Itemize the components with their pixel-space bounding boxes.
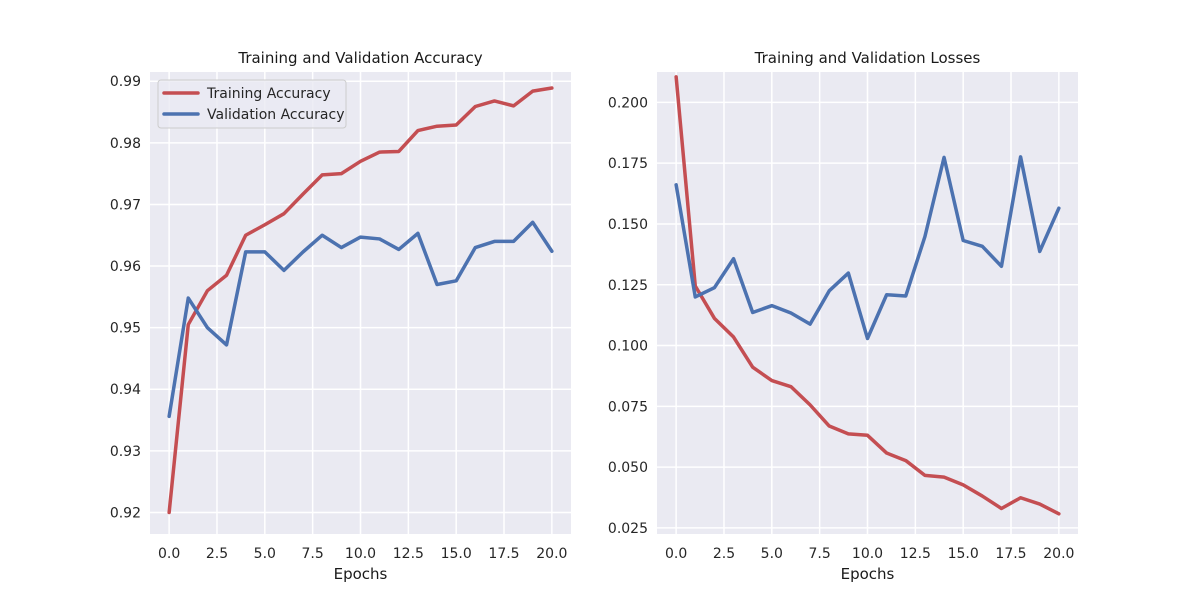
x-tick-label: 7.5: [302, 546, 324, 562]
x-tick-label: 0.0: [665, 546, 687, 562]
y-tick-label: 0.92: [110, 505, 141, 521]
x-tick-label: 15.0: [441, 546, 472, 562]
chart-panel-1: 0.0 2.5 5.0 7.5 10.0 12.5 15.0 17.5 20.0 0.92 0.93…: [110, 49, 571, 583]
chart-title: Training and Validation Losses: [754, 49, 981, 67]
x-tick-label: 20.0: [536, 546, 567, 562]
x-tick-label: 0.0: [158, 546, 180, 562]
legend-label: Training Accuracy: [206, 86, 331, 102]
x-tick-label: 15.0: [948, 546, 979, 562]
y-tick-label: 0.150: [608, 217, 648, 233]
x-axis-label: Epochs: [334, 565, 388, 583]
x-tick-label: 5.0: [254, 546, 276, 562]
y-tick-label: 0.050: [608, 460, 648, 476]
y-tick-label: 0.200: [608, 95, 648, 111]
x-tick-label: 10.0: [345, 546, 376, 562]
x-tick-label: 2.5: [713, 546, 735, 562]
x-axis-label: Epochs: [841, 565, 895, 583]
y-tick-label: 0.175: [608, 156, 648, 172]
y-tick-label: 0.99: [110, 74, 141, 90]
legend-box: [157, 79, 347, 129]
x-tick-label: 17.5: [488, 546, 519, 562]
legend-label: Validation Accuracy: [207, 107, 345, 123]
x-tick-label: 12.5: [900, 546, 931, 562]
y-tick-label: 0.97: [110, 197, 141, 213]
y-tick-label: 0.125: [608, 278, 648, 294]
y-tick-label: 0.95: [110, 321, 141, 337]
legend: Training Accuracy Validation Accuracy: [157, 79, 347, 129]
chart-title: Training and Validation Accuracy: [237, 49, 482, 67]
x-tick-label: 10.0: [852, 546, 883, 562]
series-line-training: [674, 75, 1061, 516]
y-tick-label: 0.100: [608, 339, 648, 355]
x-tick-label: 17.5: [995, 546, 1026, 562]
y-tick-label: 0.025: [608, 521, 648, 537]
series-line-validation-accuracy: [167, 220, 554, 419]
y-tick-label: 0.96: [110, 259, 141, 275]
x-tick-label: 2.5: [206, 546, 228, 562]
x-tick-label: 12.5: [393, 546, 424, 562]
series-line-training-accuracy: [167, 86, 554, 515]
chart-panel-2: 0.0 2.5 5.0 7.5 10.0 12.5 15.0 17.5 20.0 0.025 0.0…: [608, 49, 1078, 583]
y-tick-label: 0.94: [110, 382, 141, 398]
y-tick-label: 0.93: [110, 444, 141, 460]
x-tick-label: 5.0: [761, 546, 783, 562]
series-line-validation: [674, 155, 1061, 341]
y-tick-label: 0.98: [110, 136, 141, 152]
x-tick-label: 7.5: [809, 546, 831, 562]
x-tick-label: 20.0: [1043, 546, 1074, 562]
y-tick-label: 0.075: [608, 399, 648, 415]
